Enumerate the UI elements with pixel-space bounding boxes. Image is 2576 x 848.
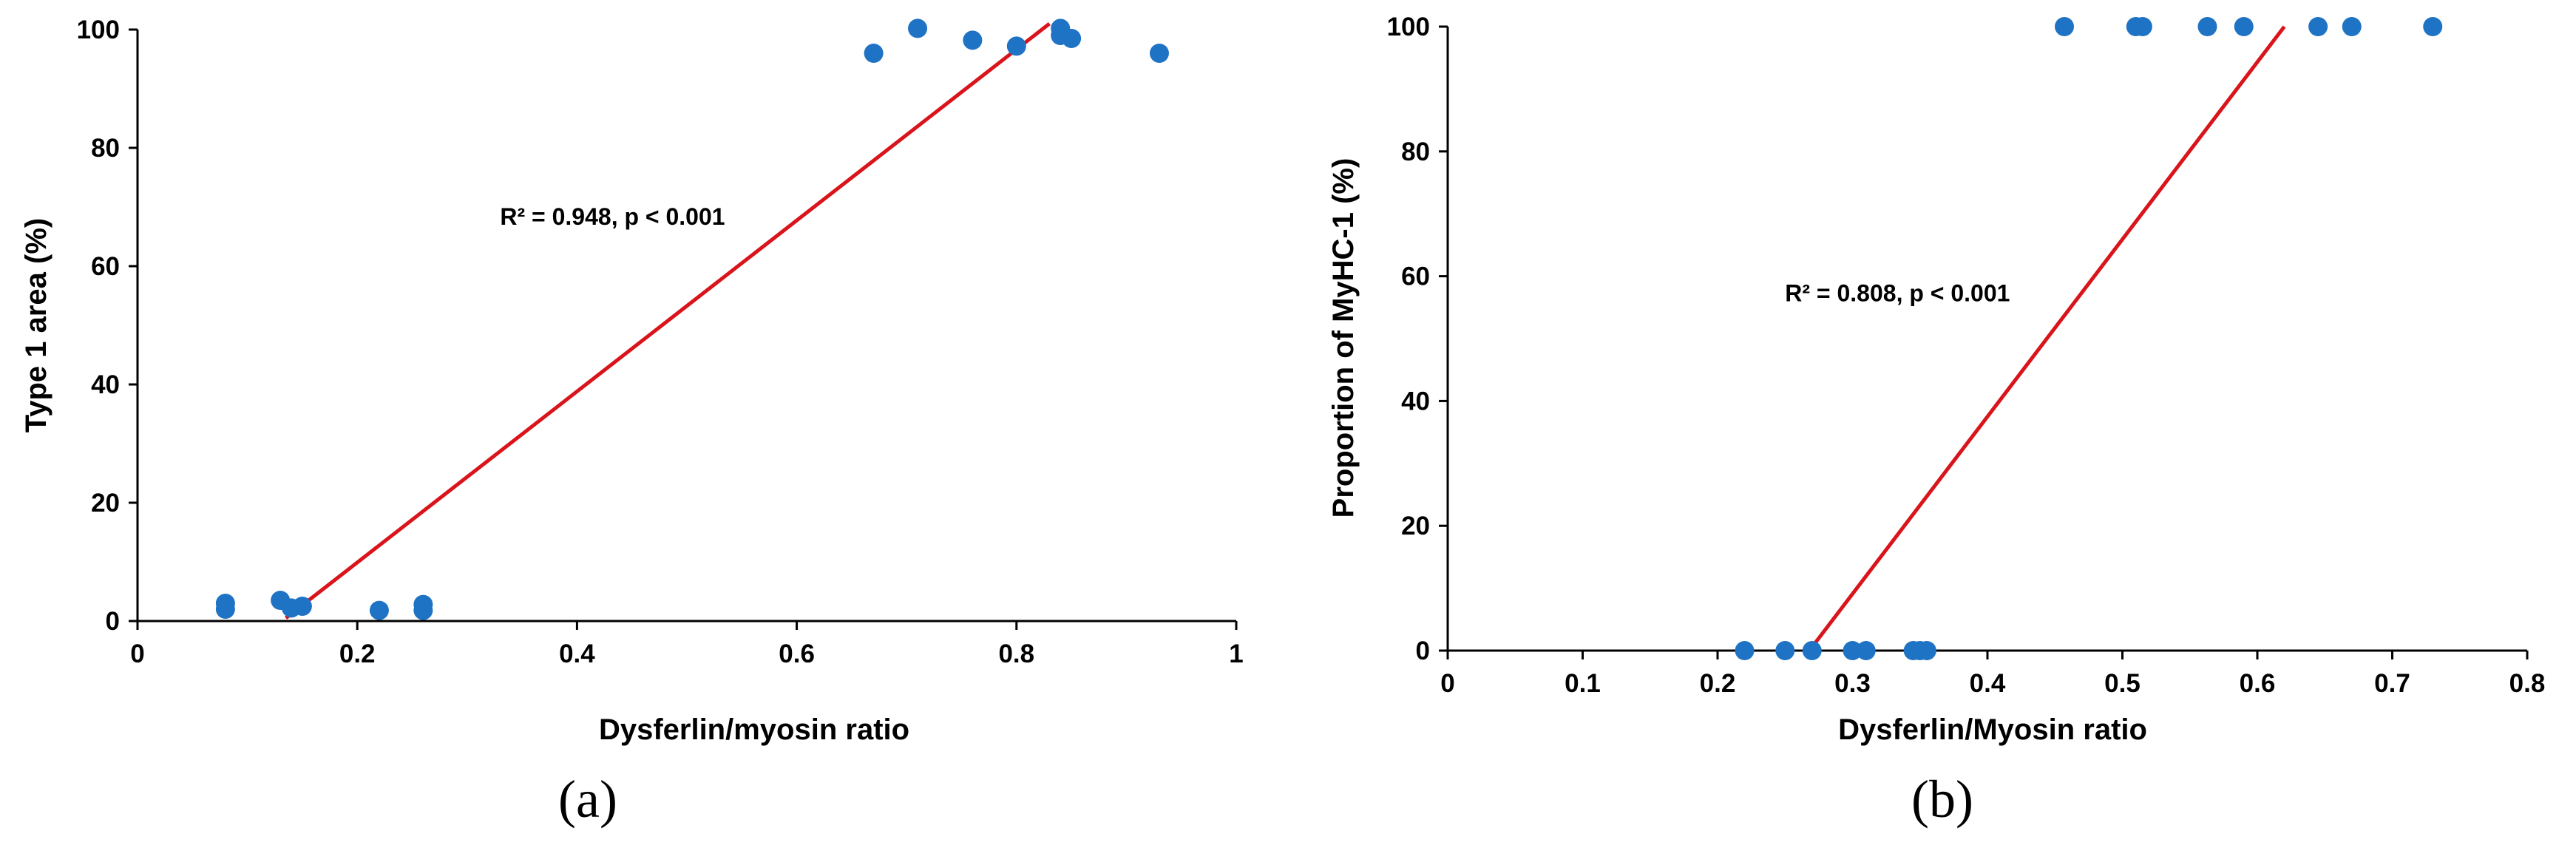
panel-a-data-point <box>864 44 884 63</box>
panel-b-y-tick-label: 20 <box>1401 512 1430 540</box>
panel-b-data-point <box>2308 17 2328 36</box>
panel-b-data-point <box>2197 17 2217 36</box>
panel-a-x-tick-label: 0.4 <box>559 640 595 668</box>
panel-b-trendline-group <box>1808 25 2286 652</box>
panel-a-data-point <box>963 30 983 50</box>
panel-a-axes <box>136 30 1236 623</box>
panel-b-y-tick-label: 0 <box>1416 637 1430 665</box>
panel-a-x-axis-title: Dysferlin/myosin ratio <box>599 713 909 746</box>
panel-b-x-tick-label: 0.5 <box>2104 669 2141 698</box>
panel-a-x-tick-label: 0.6 <box>779 640 815 668</box>
panel-a-y-tick-label: 20 <box>91 489 120 518</box>
panel-a: 0 0.2 0.4 0.6 0.8 1 0 20 40 60 80 100 R² = 0.948, … <box>20 16 1244 829</box>
panel-a-annotation: R² = 0.948, p < 0.001 <box>500 203 725 230</box>
panel-a-x-tick-label: 0 <box>130 640 144 668</box>
panel-b-y-tick-label: 100 <box>1387 13 1430 41</box>
panel-a-data-point <box>908 18 928 38</box>
panel-b-x-tick-label: 0.8 <box>2509 669 2546 698</box>
panel-b-data-point <box>1843 641 1862 660</box>
panel-a-y-axis-title: Type 1 area (%) <box>20 218 52 433</box>
panel-a-y-tick-label: 60 <box>91 252 120 281</box>
panel-b-y-axis-title: Proportion of MyHC-1 (%) <box>1327 158 1360 518</box>
panel-a-data-point <box>292 597 312 616</box>
panel-b-x-tick-label: 0 <box>1440 669 1454 698</box>
panel-b-y-ticks: 0 20 40 60 80 100 <box>1387 13 1448 665</box>
panel-b-label: (b) <box>1911 770 1973 829</box>
panel-a-data-point <box>1006 36 1026 56</box>
panel-b-data-point <box>1802 641 1822 660</box>
panel-b-data-point <box>2055 17 2075 36</box>
panel-a-points <box>215 18 1169 620</box>
panel-b-x-tick-label: 0.3 <box>1834 669 1871 698</box>
panel-a-x-tick-label: 0.2 <box>339 640 376 668</box>
panel-b-y-tick-label: 40 <box>1401 387 1430 415</box>
panel-b-x-tick-label: 0.1 <box>1565 669 1601 698</box>
panel-a-y-tick-label: 0 <box>106 607 120 636</box>
panel-a-y-tick-label: 80 <box>91 134 120 163</box>
panel-a-y-tick-label: 100 <box>77 16 120 44</box>
panel-a-y-ticks: 0 20 40 60 80 100 <box>77 16 138 636</box>
panel-b-x-tick-label: 0.4 <box>1970 669 2006 698</box>
panel-b-data-point <box>1735 641 1755 660</box>
panel-a-data-point <box>1062 29 1082 48</box>
panel-b-data-point <box>2423 17 2443 36</box>
panel-a-y-tick-label: 40 <box>91 370 120 399</box>
panel-a-trendline <box>285 22 1051 620</box>
panel-b-data-point <box>1916 641 1936 660</box>
panel-b: 0 0.1 0.2 0.3 0.4 0.5 0.6 0.7 0.8 0 20 40 60 80 100 R… <box>1327 13 2545 829</box>
panel-b-x-ticks: 0 0.1 0.2 0.3 0.4 0.5 0.6 0.7 0.8 <box>1440 651 2545 698</box>
panel-b-axes <box>1446 27 2527 652</box>
panel-b-y-tick-label: 80 <box>1401 138 1430 166</box>
panel-a-x-tick-label: 1 <box>1229 640 1243 668</box>
panel-b-trendline <box>1808 25 2286 652</box>
panel-b-data-point <box>2234 17 2254 36</box>
panel-a-data-point <box>215 600 235 619</box>
panel-a-label: (a) <box>558 770 617 829</box>
panel-a-x-tick-label: 0.8 <box>998 640 1034 668</box>
panel-b-x-tick-label: 0.6 <box>2240 669 2276 698</box>
panel-b-x-tick-label: 0.7 <box>2374 669 2410 698</box>
panel-a-data-point <box>369 600 389 620</box>
panel-a-data-point <box>1149 44 1169 63</box>
panel-b-data-point <box>1856 641 1876 660</box>
panel-a-x-ticks: 0 0.2 0.4 0.6 0.8 1 <box>130 621 1244 668</box>
panel-b-data-point <box>2132 17 2152 36</box>
panel-b-annotation: R² = 0.808, p < 0.001 <box>1785 279 2010 306</box>
panel-b-points <box>1735 17 2443 660</box>
panel-b-x-axis-title: Dysferlin/Myosin ratio <box>1838 713 2147 746</box>
panel-b-data-point <box>2342 17 2362 36</box>
panel-b-data-point <box>1775 641 1795 660</box>
panel-a-trendline-group <box>285 22 1051 620</box>
panel-b-y-tick-label: 60 <box>1401 262 1430 291</box>
panel-b-x-tick-label: 0.2 <box>1700 669 1736 698</box>
panel-a-data-point <box>413 600 433 620</box>
